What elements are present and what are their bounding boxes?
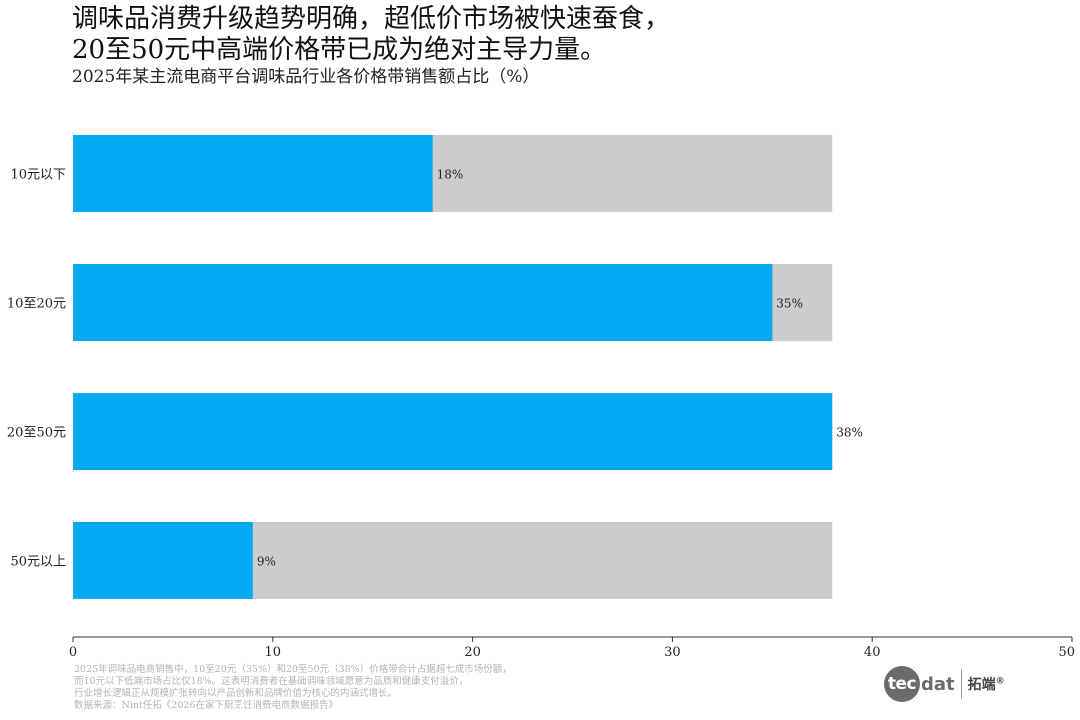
x-tick-label: 50 <box>1058 645 1075 660</box>
data-bar <box>73 264 773 341</box>
chart-title-line-1: 调味品消费升级趋势明确，超低价市场被快速蚕食， <box>72 4 671 34</box>
logo-chinese-name: 拓端® <box>967 676 1005 693</box>
footnote-line-3: 行业增长逻辑正从规模扩张转向以产品创新和品牌价值为核心的内涵式增长。 <box>74 688 398 699</box>
x-tick-label: 10 <box>265 645 282 660</box>
data-label: 35% <box>776 297 803 311</box>
data-label: 9% <box>257 555 276 569</box>
logo-circle-mark: tec <box>884 666 920 702</box>
x-tick-label: 20 <box>464 645 481 660</box>
brand-logo: tec dat 拓端® <box>884 666 1005 702</box>
data-label: 38% <box>836 426 863 440</box>
logo-wordmark: dat <box>921 673 955 695</box>
x-tick-label: 30 <box>664 645 681 660</box>
data-bar <box>73 522 253 599</box>
chart-subtitle: 2025年某主流电商平台调味品行业各价格带销售额占比（%） <box>72 67 540 87</box>
data-label: 18% <box>437 168 464 182</box>
chart-title-line-2: 20至50元中高端价格带已成为绝对主导力量。 <box>72 35 607 65</box>
footnote: 2025年调味品电商销售中，10至20元（35%）和20至50元（38%）价格带… <box>74 664 512 712</box>
data-source: 数据来源：Nint任拓《2026在家下厨烹饪消费电商数据报告》 <box>74 700 338 711</box>
category-label: 50元以上 <box>10 555 66 570</box>
category-label: 10元以下 <box>10 168 66 183</box>
category-label: 20至50元 <box>7 426 66 441</box>
category-label: 10至20元 <box>7 297 66 312</box>
footnote-line-1: 2025年调味品电商销售中，10至20元（35%）和20至50元（38%）价格带… <box>74 664 512 675</box>
data-bar <box>73 393 833 470</box>
logo-divider <box>960 669 962 699</box>
footnote-line-2: 而10元以下低端市场占比仅18%。这表明消费者在基础调味领域愿意为品质和健康支付… <box>74 676 469 687</box>
x-tick-label: 40 <box>864 645 881 660</box>
x-tick-label: 0 <box>69 645 77 660</box>
data-bar <box>73 135 433 212</box>
chart-title: 调味品消费升级趋势明确，超低价市场被快速蚕食， 20至50元中高端价格带已成为绝… <box>72 4 1032 66</box>
